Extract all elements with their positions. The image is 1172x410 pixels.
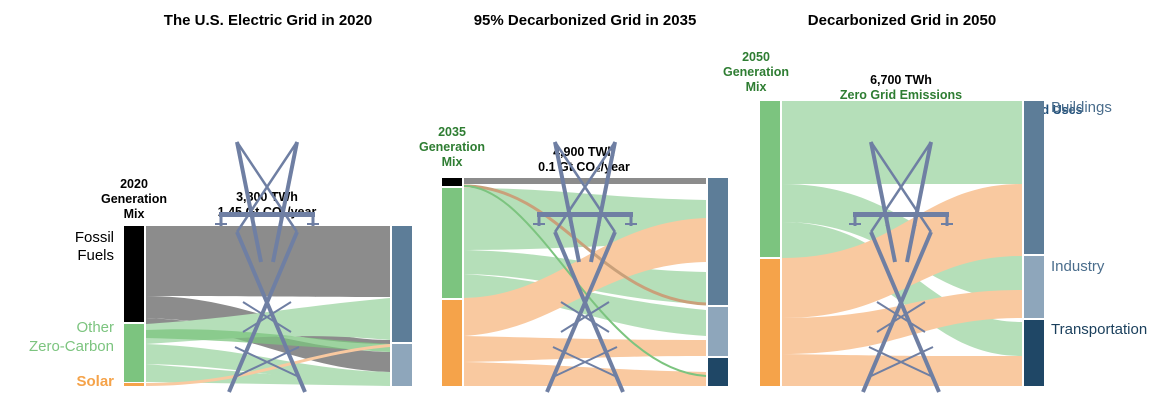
end-bar-industry: [708, 307, 728, 356]
panel-title: Decarbonized Grid in 2050: [808, 12, 996, 29]
panel-2050: Decarbonized Grid in 2050 2050 Generatio…: [723, 12, 1147, 394]
source-bar-fossil: [442, 178, 462, 186]
mix-label-year: 2050: [742, 50, 770, 64]
end-label-transportation: Transportation: [1051, 321, 1147, 338]
source-bar-zero-carbon: [124, 324, 144, 382]
end-bar-transportation: [1024, 320, 1044, 386]
source-label-solar: Solar: [76, 373, 114, 390]
flow-fossil: [464, 178, 706, 184]
mix-label-mix: Mix: [442, 155, 463, 169]
emissions-total: Zero Grid Emissions: [840, 88, 962, 102]
end-bar-industry: [392, 344, 412, 386]
flow-solar-buildings: [464, 218, 706, 336]
flow-solar-industry: [464, 336, 706, 362]
end-label-buildings: Buildings: [1051, 99, 1112, 116]
end-label-industry: Industry: [1051, 258, 1105, 275]
end-bar-transportation: [708, 358, 728, 386]
source-label-other: Other: [76, 319, 114, 336]
end-bar-industry: [1024, 256, 1044, 318]
flow-solar-buildings: [782, 184, 1022, 318]
source-bar-solar: [760, 259, 780, 386]
flow-solar: [146, 344, 390, 386]
energy-total: 3,800 TWh: [236, 190, 298, 204]
end-bar-buildings: [392, 226, 412, 342]
flow-zero-highlight: [146, 329, 390, 352]
mix-label-mix: Mix: [746, 80, 767, 94]
energy-total: 6,700 TWh: [870, 73, 932, 87]
flow-zero-industry: [146, 344, 390, 384]
mix-label-generation: Generation: [419, 140, 485, 154]
panel-2020: The U.S. Electric Grid in 2020 2020 Gene…: [29, 12, 412, 394]
emissions-total: 0.1 Gt CO₂/year: [538, 160, 630, 174]
flow-line-brown: [463, 184, 707, 306]
source-label-fossil: Fossil: [75, 229, 114, 246]
end-bar-buildings: [1024, 101, 1044, 254]
energy-total: 4,900 TWh: [553, 145, 615, 159]
mix-label-year: 2035: [438, 125, 466, 139]
mix-label-mix: Mix: [124, 207, 145, 221]
flow-solar-transport: [464, 362, 706, 386]
panel-2035: 95% Decarbonized Grid in 2035 2035 Gener…: [419, 12, 728, 394]
source-bar-solar: [124, 383, 144, 386]
panel-title: 95% Decarbonized Grid in 2035: [474, 12, 697, 29]
source-label-zero-carbon: Zero-Carbon: [29, 338, 114, 355]
source-bar-fossil: [124, 226, 144, 322]
source-bar-solar: [442, 300, 462, 386]
source-bar-zero-carbon: [442, 188, 462, 298]
mix-label-generation: Generation: [723, 65, 789, 79]
flow-zero-buildings: [782, 101, 1022, 184]
flow-fossil-buildings: [146, 226, 390, 297]
flow-solar-transport: [782, 354, 1022, 386]
end-bar-buildings: [708, 178, 728, 305]
panel-title: The U.S. Electric Grid in 2020: [164, 12, 372, 29]
flow-solar-industry: [782, 290, 1022, 354]
mix-label-year: 2020: [120, 177, 148, 191]
mix-label-generation: Generation: [101, 192, 167, 206]
source-bar-zero-carbon: [760, 101, 780, 257]
source-label-fuels: Fuels: [77, 247, 114, 264]
